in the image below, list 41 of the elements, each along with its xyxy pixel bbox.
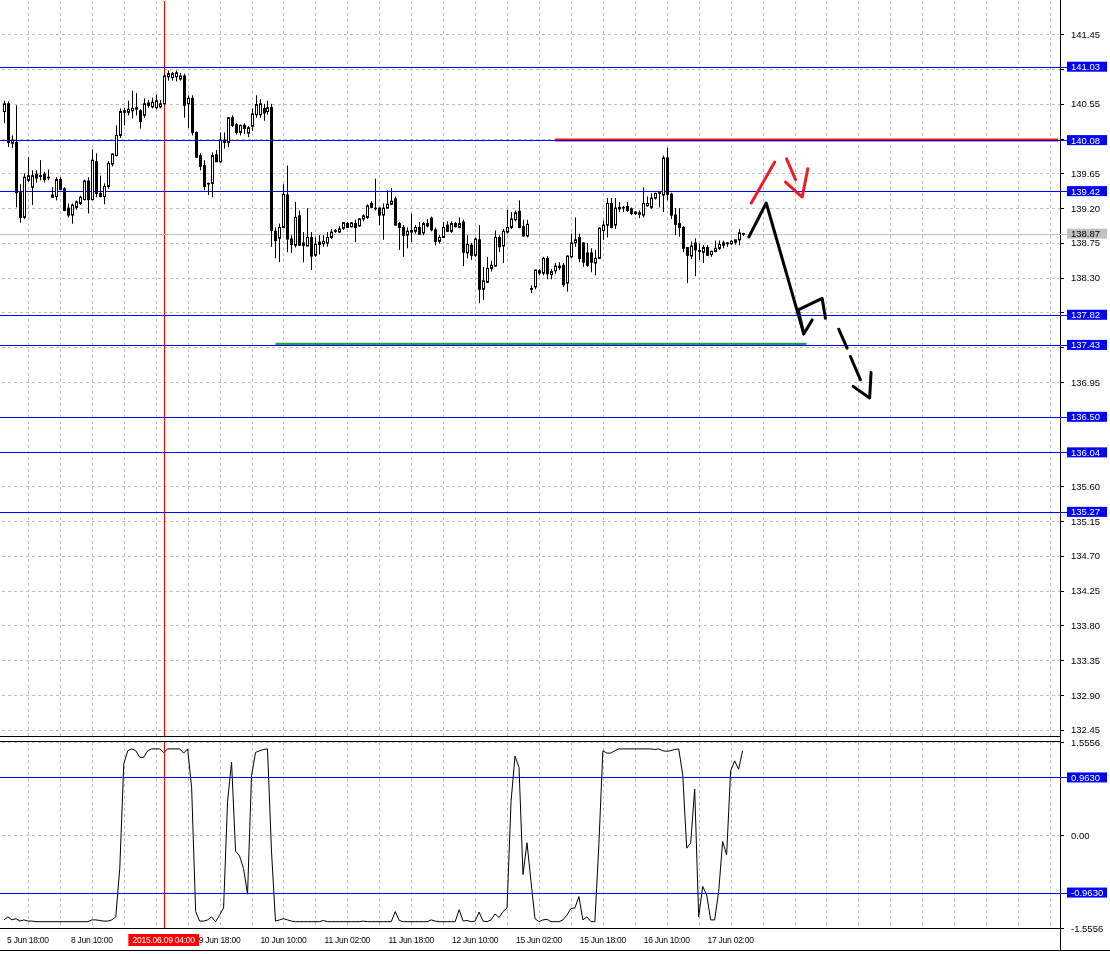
x-tick-label: 11 Jun 02:00 [324, 935, 371, 945]
x-tick-label: 10 Jun 10:00 [260, 935, 308, 945]
ref-line-label: 0.9630 [1071, 771, 1101, 783]
ref-line-label: 136.50 [1071, 411, 1101, 423]
y-tick-label: 140.55 [1071, 98, 1101, 110]
ref-line-label: 136.04 [1071, 446, 1101, 458]
x-tick-label: 15 Jun 18:00 [579, 935, 627, 945]
ref-line-label: 141.03 [1071, 61, 1101, 73]
ref-line-label: 135.27 [1071, 506, 1101, 518]
x-tick-label: 8 Jun 10:00 [70, 935, 114, 945]
y-tick-label: 139.65 [1071, 167, 1101, 179]
y-tick-label: 133.80 [1071, 619, 1101, 631]
y-tick-label: 136.95 [1071, 376, 1101, 388]
ref-line-label: 140.08 [1071, 134, 1101, 146]
y-tick-label: 135.15 [1071, 515, 1101, 527]
ref-line-label: 137.82 [1071, 309, 1101, 321]
x-tick-label: 15 Jun 02:00 [515, 935, 563, 945]
y-tick-label: 132.90 [1071, 689, 1101, 701]
x-tick-label: 9 Jun 18:00 [198, 935, 241, 945]
x-tick-label: 5 Jun 18:00 [7, 935, 50, 945]
y-tick-label: 141.45 [1071, 28, 1101, 40]
x-tick-label: 16 Jun 10:00 [643, 935, 691, 945]
x-tick-label: 2015.06.09 04:00 [132, 935, 196, 945]
y-tick-label: 138.75 [1071, 237, 1101, 249]
x-tick-label: 17 Jun 02:00 [707, 935, 755, 945]
x-tick-label: 12 Jun 10:00 [452, 935, 499, 945]
y-tick-label: 138.30 [1071, 272, 1101, 284]
y-tick-label: 133.35 [1071, 654, 1101, 666]
y-tick-label: 134.70 [1071, 550, 1101, 562]
y-tick-label: 134.25 [1071, 585, 1101, 597]
y-tick-label: 132.45 [1071, 724, 1101, 736]
ref-line-label: 139.42 [1071, 185, 1101, 197]
ref-line-label: 138.87 [1071, 228, 1101, 240]
y-tick-label: -1.5556 [1071, 922, 1104, 934]
ref-line-label: -0.9630 [1071, 887, 1104, 899]
y-tick-label: 135.60 [1071, 480, 1101, 492]
x-tick-label: 11 Jun 18:00 [388, 935, 435, 945]
y-tick-label: 139.20 [1071, 202, 1101, 214]
ref-line-label: 137.43 [1071, 339, 1101, 351]
y-tick-label: 0.00 [1071, 829, 1090, 841]
y-tick-label: 1.5556 [1071, 736, 1101, 748]
